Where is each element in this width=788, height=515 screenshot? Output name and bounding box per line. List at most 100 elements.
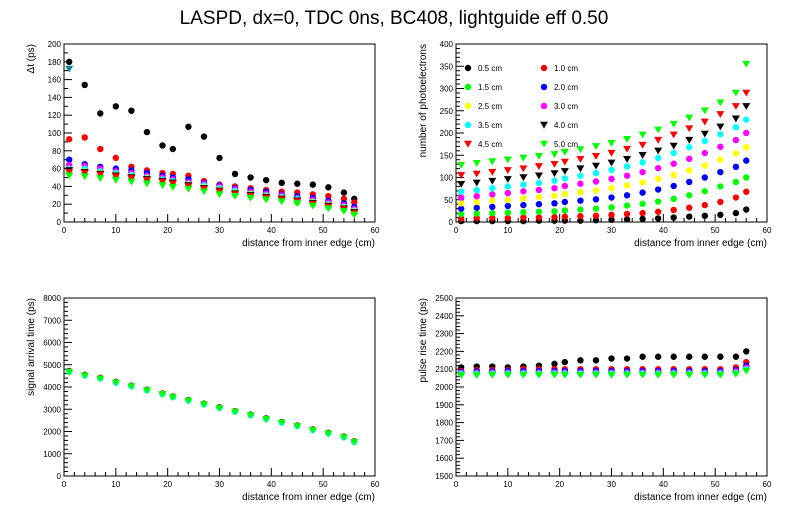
data-point: [654, 175, 662, 183]
data-point: [701, 174, 708, 181]
legend-marker: [540, 140, 548, 148]
data-point: [519, 371, 528, 379]
data-point: [561, 175, 569, 182]
data-point: [669, 120, 678, 128]
data-point: [670, 182, 677, 190]
data-point: [520, 209, 527, 216]
data-point: [716, 111, 725, 118]
data-point: [128, 107, 135, 114]
x-tick-label: 60: [763, 226, 772, 235]
data-point: [473, 204, 480, 211]
data-point: [700, 118, 709, 126]
x-tick-label: 50: [319, 480, 328, 489]
data-point: [293, 200, 302, 207]
y-tick-label: 2300: [435, 330, 453, 339]
y-tick-label: 2500: [435, 294, 453, 303]
data-point: [607, 140, 616, 147]
x-tick-label: 30: [215, 480, 224, 489]
data-point: [534, 163, 543, 170]
data-point: [717, 156, 724, 163]
data-point: [654, 126, 663, 134]
data-point: [184, 185, 193, 193]
data-point: [743, 157, 750, 164]
data-point: [560, 371, 569, 379]
data-point: [654, 198, 662, 205]
data-point: [262, 416, 271, 423]
data-point: [231, 408, 240, 416]
data-point: [457, 161, 466, 169]
data-point: [308, 202, 317, 210]
x-tick-label: 60: [371, 480, 380, 489]
legend-marker: [540, 102, 548, 110]
x-tick-label: 10: [503, 480, 512, 489]
legend-label: 2.5 cm: [478, 102, 502, 111]
data-point: [577, 357, 584, 364]
data-point: [743, 144, 750, 151]
data-point: [669, 142, 678, 150]
x-tick-label: 30: [607, 226, 616, 235]
data-point: [670, 206, 677, 214]
data-point: [503, 176, 512, 183]
y-tick-label: 400: [440, 40, 454, 49]
data-point: [670, 353, 677, 360]
data-point: [65, 369, 74, 376]
data-point: [199, 188, 208, 196]
y-tick-label: 0: [57, 472, 62, 481]
data-point: [503, 167, 512, 174]
data-point: [743, 188, 750, 195]
y-tick-label: 8000: [43, 294, 61, 303]
data-point: [576, 165, 585, 173]
data-point: [489, 197, 496, 204]
data-point: [81, 134, 88, 141]
data-point: [340, 195, 348, 203]
y-tick-label: 40: [52, 182, 61, 191]
legend-label: 1.0 cm: [554, 64, 578, 73]
x-tick-label: 50: [711, 480, 720, 489]
data-point: [169, 145, 177, 153]
data-point: [731, 370, 740, 378]
data-point: [551, 200, 558, 207]
data-point: [551, 184, 558, 192]
y-tick-label: 200: [440, 129, 454, 138]
y-axis-label: number of photoelectrons: [418, 44, 429, 157]
data-point: [701, 137, 708, 145]
y-tick-label: 2100: [435, 365, 453, 374]
data-point: [639, 215, 646, 223]
data-point: [742, 367, 751, 375]
data-point: [158, 178, 167, 186]
data-point: [534, 172, 543, 180]
data-point: [685, 136, 694, 144]
data-point: [246, 412, 255, 420]
y-tick-label: 80: [52, 147, 61, 156]
legend-label: 1.5 cm: [478, 83, 502, 92]
data-point: [504, 196, 512, 203]
series-7: [457, 116, 750, 195]
y-tick-label: 100: [48, 129, 62, 138]
data-point: [701, 149, 708, 157]
data-point: [686, 213, 693, 220]
y-tick-label: 1000: [43, 450, 61, 459]
y-tick-label: 5000: [43, 361, 61, 370]
data-point: [339, 208, 348, 215]
data-point: [592, 187, 600, 194]
data-point: [700, 107, 709, 115]
legend-label: 2.0 cm: [554, 83, 578, 92]
x-tick-label: 0: [62, 480, 67, 489]
data-point: [97, 145, 104, 153]
data-point: [551, 213, 558, 221]
data-point: [670, 214, 677, 221]
legend-marker: [540, 83, 548, 91]
plot-frame: [455, 297, 768, 477]
y-tick-label: 300: [440, 85, 454, 94]
data-point: [717, 143, 724, 150]
data-point: [325, 192, 332, 200]
y-tick-label: 180: [48, 58, 62, 67]
data-point: [65, 65, 74, 73]
data-point: [592, 205, 600, 212]
data-point: [639, 159, 646, 166]
data-point: [457, 194, 465, 201]
data-point: [592, 196, 600, 203]
data-point: [577, 172, 584, 179]
x-tick-label: 20: [163, 480, 172, 489]
y-axis-label: Δt (ps): [26, 44, 37, 73]
